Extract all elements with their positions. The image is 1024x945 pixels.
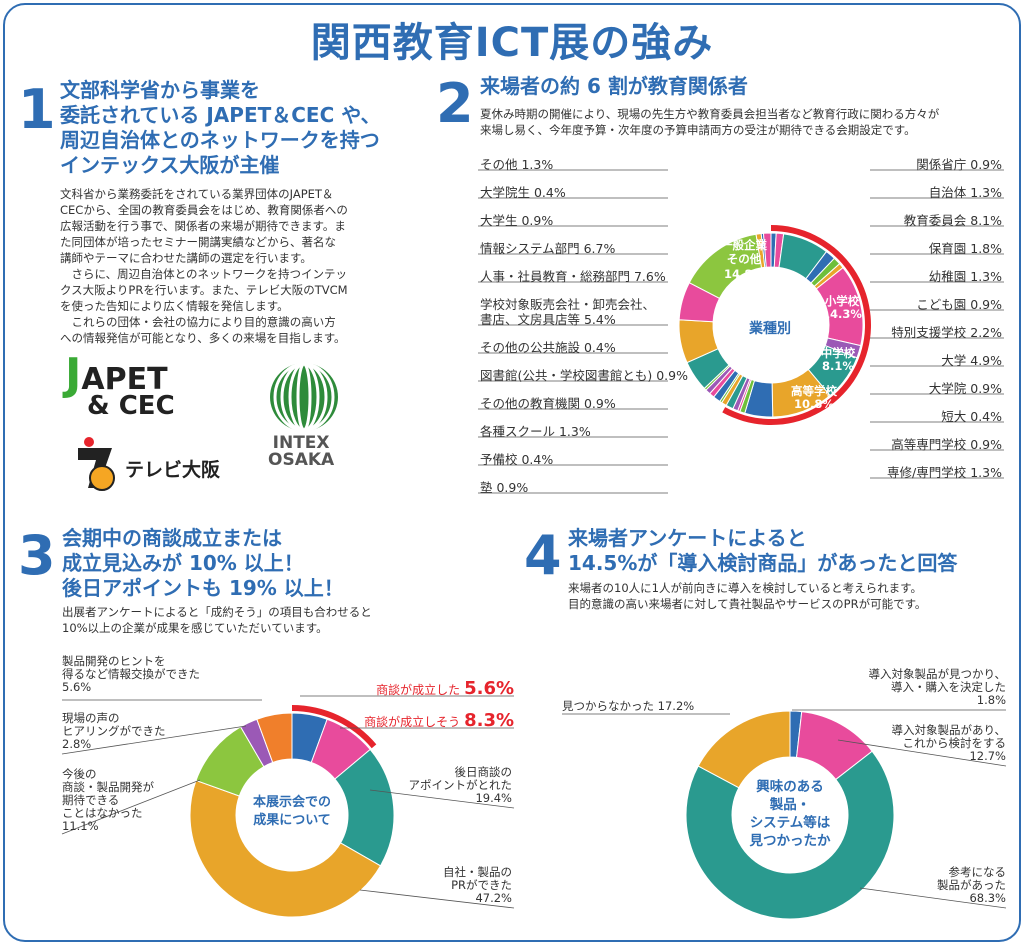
- chart1-inner-label: その他: [726, 252, 762, 266]
- chart3-label-consider: 導入対象製品があり、 これから検討をする 12.7%: [891, 723, 1006, 763]
- japet-cec-logo: JAPET & CEC: [65, 349, 175, 421]
- chart2-slice-6: [256, 712, 293, 764]
- chart1-left-label: 予備校 0.4%: [480, 452, 554, 467]
- chart1-inner-label: 8.1%: [822, 359, 854, 373]
- section-3-body: 出展者アンケートによると「成約そう」の項目も合わせると 10%以上の企業が成果を感…: [62, 605, 372, 635]
- section-1-number: 1: [18, 78, 56, 141]
- chart3-label-decided: 導入対象製品が見つかり、 導入・購入を決定した 1.8%: [868, 667, 1006, 707]
- chart1-left-label: 大学生 0.9%: [480, 213, 554, 228]
- section-1-heading: 文部科学省から事業を 委託されている JAPET＆CEC や、 周辺自治体とのネット…: [60, 78, 381, 177]
- chart3-leader-reference: [859, 887, 1007, 909]
- chart2-leader-voice: [61, 725, 247, 755]
- section-2-body: 夏休み時期の開催により、現場の先生方や教育委員会担当者など教育行政に関わる方々が…: [480, 107, 940, 137]
- chart1-right-label: 特別支援学校 2.2%: [891, 325, 1002, 340]
- chart2-callout-closed: 商談が成立した 5.6%: [376, 678, 514, 699]
- section-4-body: 来場者の10人に1人が前向きに導入を検討していると考えられます。 目的意識の高い来…: [568, 581, 927, 611]
- section-2-number: 2: [436, 72, 474, 135]
- chart1-left-label: 各種スクール 1.3%: [480, 424, 591, 439]
- chart1-center-label: 業種別: [749, 321, 791, 337]
- chart1-inner-label: 14.8%: [724, 267, 764, 281]
- chart2-leader-pr: [359, 889, 515, 909]
- chart1-inner-label: 小学校: [824, 294, 860, 308]
- chart2-label-voice: 現場の声の ヒアリングができた 2.8%: [62, 711, 166, 751]
- chart1-right-label: 関係省庁 0.9%: [916, 157, 1002, 172]
- chart2-label-pr: 自社・製品の PRができた 47.2%: [443, 865, 512, 905]
- chart2-center-label: 本展示会での 成果について: [252, 795, 331, 828]
- chart1-right-label: 専修/専門学校 1.3%: [887, 465, 1002, 480]
- chart1-right-label: 自治体 1.3%: [928, 185, 1002, 200]
- chart3-slice-2: [685, 750, 895, 920]
- chart2-slice-3: [189, 779, 382, 918]
- section-3-heading: 会期中の商談成立または 成立見込みが 10% 以上！ 後日アポイントも 19% 以上…: [62, 526, 344, 600]
- intex-osaka-logo-text: INTEX OSAKA: [268, 433, 335, 470]
- chart1-left-label: 大学院生 0.4%: [480, 185, 566, 200]
- chart3-leader-consider: [837, 739, 1007, 767]
- chart3-label-none: 見つからなかった 17.2%: [562, 699, 695, 713]
- chart2-label-hint: 製品開発のヒントを 得るなど情報交換ができた 5.6%: [62, 654, 200, 694]
- chart1-right-label: 大学 4.9%: [941, 353, 1002, 368]
- chart1-right-label: 高等専門学校 0.9%: [891, 437, 1002, 452]
- chart1-slice-27: [762, 232, 772, 268]
- chart1-inner-label: 10.8%: [794, 397, 834, 411]
- chart1-left-label: その他の公共施設 0.4%: [480, 340, 616, 355]
- page-title: 関西教育ICT展の強み: [310, 20, 714, 66]
- section-4-number: 4: [524, 524, 562, 587]
- section-4-heading: 来場者アンケートによると 14.5%が「導入検討商品」があったと回答: [568, 526, 958, 575]
- chart1-left-label: 塾 0.9%: [480, 480, 529, 495]
- chart2-callout-likely: 商談が成立しそう 8.3%: [364, 710, 514, 731]
- chart3-label-reference: 参考になる 製品があった 68.3%: [937, 865, 1006, 905]
- chart3-slice-3: [697, 710, 791, 789]
- chart1-right-label: 教育委員会 8.1%: [903, 213, 1002, 228]
- chart1-left-label: その他の教育機関 0.9%: [480, 396, 616, 411]
- chart1-right-label: 幼稚園 1.3%: [928, 269, 1002, 284]
- chart1-left-label: その他 1.3%: [480, 157, 554, 172]
- chart3-center-label: 興味のある 製品・ システム等は 見つかったか: [749, 779, 831, 849]
- chart1-left-label: 人事・社員教育・総務部門 7.6%: [480, 269, 666, 284]
- chart2-label-appoint: 後日商談の アポイントがとれた 19.4%: [408, 765, 513, 805]
- chart1-right-label: 保育園 1.8%: [928, 241, 1002, 256]
- chart1-inner-label: 一般企業: [721, 238, 767, 252]
- section-2-heading: 来場者の約 6 割が教育関係者: [480, 74, 748, 98]
- chart2-leader-future: [61, 779, 201, 835]
- chart1-inner-label: 高等学校: [791, 384, 837, 398]
- section-3-number: 3: [18, 524, 56, 587]
- section-1-body: 文科省から業務委託をされている業界団体のJAPET＆ CECから、全国の教育委員会…: [60, 187, 348, 345]
- chart1-inner-label: 中学校: [820, 346, 856, 360]
- chart1-left-label: 学校対象販売会社・卸売会社、: [480, 297, 656, 312]
- chart2-success-highlight: [292, 705, 377, 749]
- chart1-right-label: こども園 0.9%: [916, 297, 1002, 312]
- chart1-left-label: 図書館(公共・学校図書館とも) 0.9%: [480, 368, 688, 383]
- chart1-right-label: 大学院 0.9%: [928, 381, 1002, 396]
- chart1-right-label: 短大 0.4%: [941, 409, 1002, 424]
- chart1-left-label: 情報システム部門 6.7%: [480, 241, 616, 256]
- chart1-left-label: 書店、文房具店等 5.4%: [480, 312, 616, 327]
- chart2-leader-appoint: [369, 789, 515, 809]
- tv-osaka-logo-text: テレビ大阪: [125, 459, 221, 481]
- chart1-inner-label: 14.3%: [822, 307, 862, 321]
- chart2-label-future: 今後の 商談・製品開発が 期待できる ことはなかった 11.1%: [62, 767, 154, 833]
